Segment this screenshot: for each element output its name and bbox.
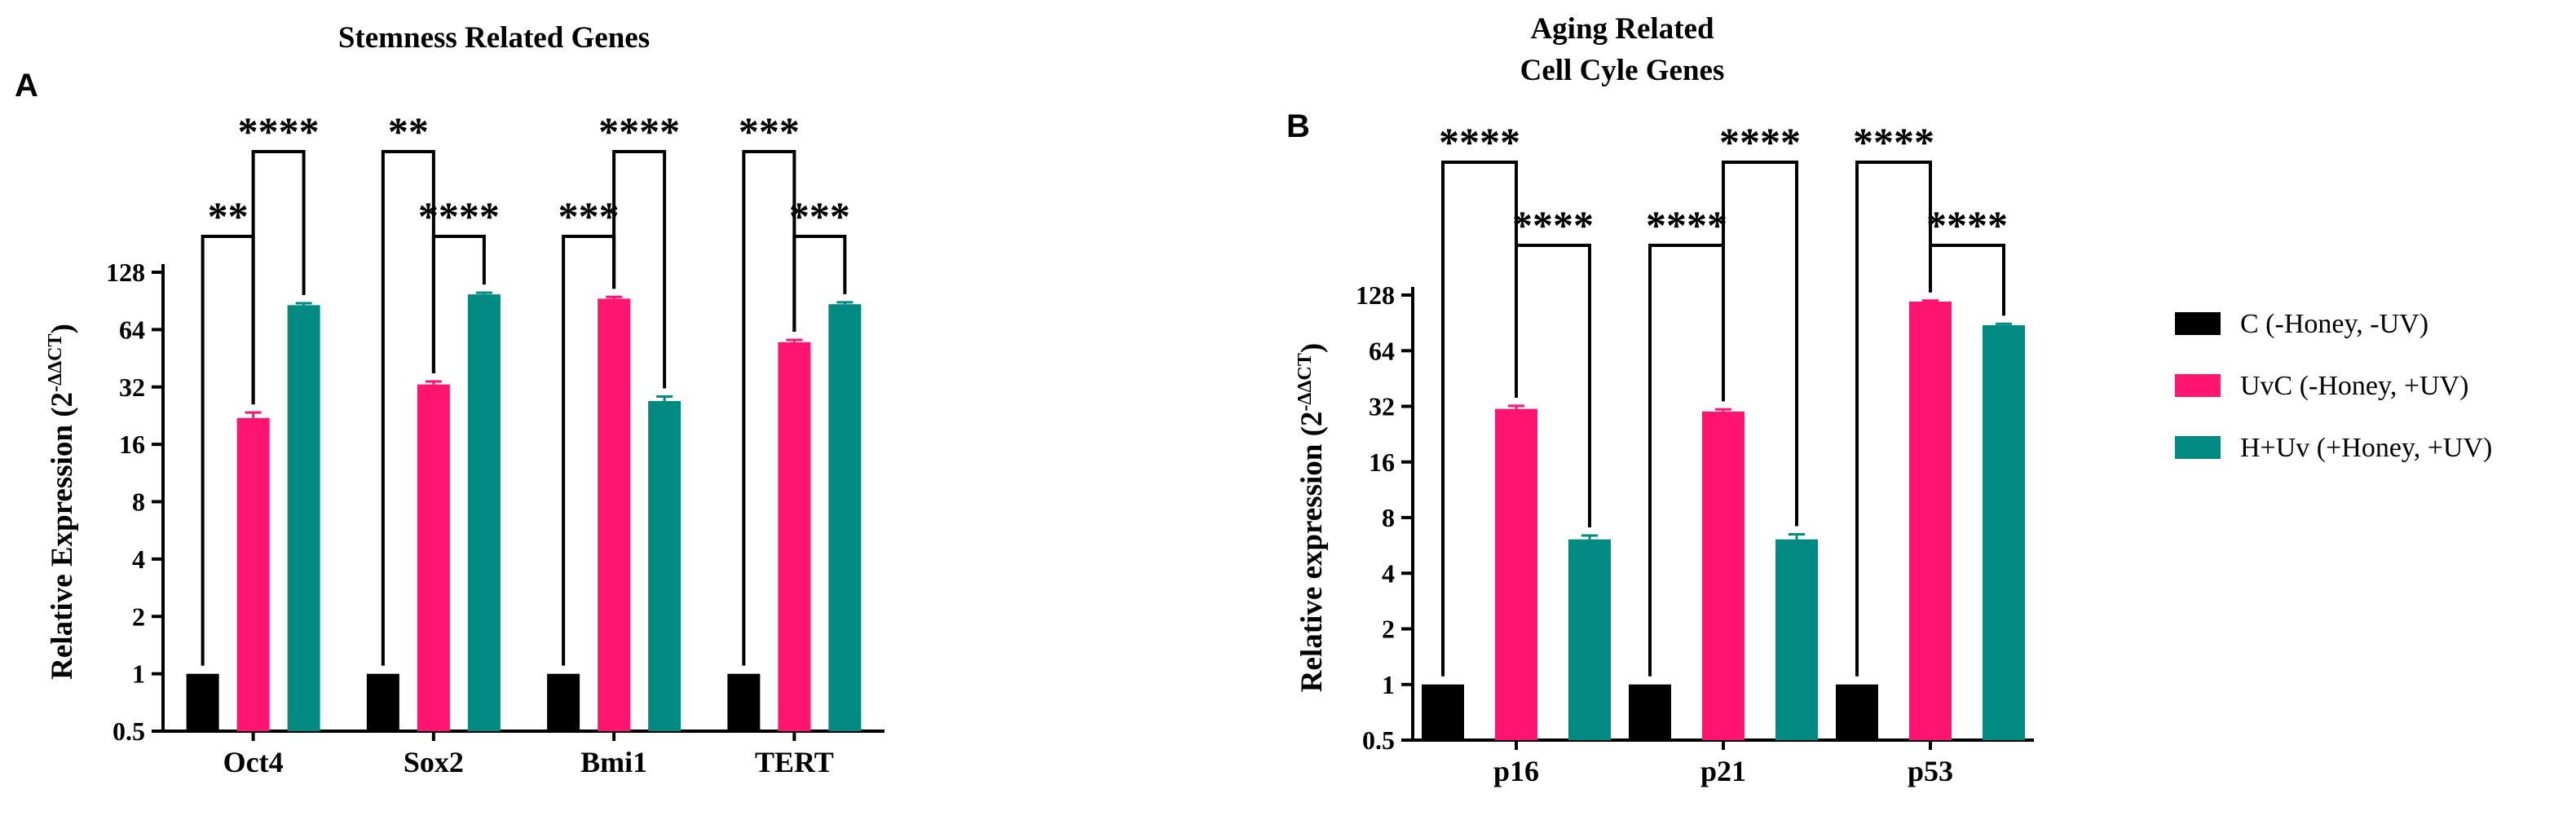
significance-label: **** (1719, 119, 1801, 165)
legend-label-1: C (-Honey, -UV) (2240, 309, 2428, 339)
x-tick-label: p16 (1493, 755, 1539, 787)
significance-bracket (1855, 161, 1932, 677)
legend-label-2: UvC (-Honey, +UV) (2240, 371, 2468, 401)
significance-label: *** (558, 193, 620, 239)
legend: C (-Honey, -UV) UvC (-Honey, +UV) H+Uv (+H… (2175, 309, 2492, 463)
bar-bmi1-series2 (598, 298, 631, 731)
y-tick-label: 128 (106, 258, 145, 287)
y-tick-label: 32 (119, 373, 145, 402)
legend-swatch-2 (2175, 374, 2221, 397)
significance-label: *** (739, 108, 800, 154)
x-tick-label: Sox2 (404, 746, 464, 778)
significance-label: **** (238, 108, 320, 154)
x-tick-label: TERT (755, 746, 834, 778)
x-tick-label: p53 (1908, 755, 1953, 787)
significance-label: **** (418, 193, 500, 239)
y-tick-label: 0.5 (112, 716, 145, 746)
bar-p53-series2 (1909, 302, 1952, 740)
significance-label: *** (789, 193, 850, 239)
legend-swatch-3 (2175, 436, 2221, 459)
y-tick-label: 8 (132, 487, 145, 517)
bar-p21-series2 (1702, 411, 1745, 740)
y-tick-label: 128 (1356, 280, 1395, 310)
significance-label: ** (208, 193, 249, 239)
bar-oct4-series1 (186, 673, 219, 731)
y-tick-label: 2 (132, 602, 145, 631)
bar-oct4-series3 (287, 305, 320, 732)
bar-p53-series1 (1836, 684, 1878, 740)
y-tick-label: 32 (1369, 392, 1395, 421)
significance-label: **** (1439, 119, 1520, 165)
bar-p16-series1 (1422, 684, 1464, 740)
x-tick-label: p21 (1700, 755, 1746, 787)
bar-p21-series1 (1629, 684, 1671, 740)
significance-bracket (792, 235, 847, 333)
legend-swatch-1 (2175, 312, 2221, 335)
y-tick-label: 64 (1369, 336, 1395, 365)
chart-b-title-line1: Aging Related (1530, 12, 1714, 46)
chart-b-title-line2: Cell Cyle Genes (1520, 54, 1725, 87)
y-tick-label: 64 (119, 315, 145, 344)
bar-tert-series1 (727, 673, 761, 731)
y-tick-label: 2 (1382, 615, 1395, 644)
significance-label: **** (1926, 202, 2008, 248)
bar-bmi1-series1 (547, 673, 580, 731)
significance-bracket (431, 235, 486, 373)
bar-sox2-series2 (417, 384, 450, 731)
x-tick-label: Bmi1 (580, 746, 647, 778)
chart-a: 0.5 1 2 4 8 16 32 64 128 Relative Expression (2-Δ… (45, 108, 884, 778)
y-tick-label: 1 (1382, 670, 1395, 699)
significance-label: **** (1646, 202, 1727, 248)
bar-p16-series2 (1495, 408, 1537, 740)
bar-tert-series2 (778, 342, 811, 731)
y-tick-label: 8 (1382, 503, 1395, 532)
bar-p53-series3 (1983, 324, 2025, 740)
significance-label: **** (1853, 119, 1934, 165)
significance-label: **** (598, 108, 680, 154)
bar-sox2-series1 (366, 673, 399, 731)
y-axis-title: Relative expression (2-ΔΔCT) (1295, 343, 1329, 692)
y-tick-label: 0.5 (1362, 725, 1395, 755)
significance-label: ** (388, 108, 429, 154)
significance-label: **** (1512, 202, 1594, 248)
panel-label-b: B (1286, 108, 1310, 144)
y-tick-label: 16 (119, 430, 145, 459)
significance-bracket (612, 150, 667, 389)
y-tick-label: 4 (132, 544, 145, 574)
bar-oct4-series2 (236, 417, 270, 731)
y-tick-label: 4 (1382, 558, 1395, 588)
bar-p21-series3 (1775, 539, 1818, 740)
y-tick-label: 1 (132, 659, 145, 689)
significance-bracket (251, 150, 306, 405)
bar-bmi1-series3 (648, 400, 681, 731)
significance-bracket (1722, 161, 1798, 527)
chart-a-title: Stemness Related Genes (338, 21, 650, 55)
significance-bracket (1515, 244, 1591, 527)
chart-b: 0.5 1 2 4 8 16 32 64 128 Relative expression (2-Δ… (1295, 119, 2034, 787)
panel-label-a: A (15, 68, 38, 104)
bar-sox2-series3 (467, 294, 501, 731)
significance-bracket (1929, 244, 2005, 316)
bar-tert-series3 (828, 304, 862, 731)
x-tick-label: Oct4 (223, 746, 284, 778)
y-axis-title: Relative Expression (2-ΔΔCT) (45, 324, 79, 680)
y-tick-label: 16 (1369, 447, 1395, 477)
bar-p16-series3 (1568, 539, 1611, 740)
legend-label-3: H+Uv (+Honey, +UV) (2240, 433, 2492, 463)
